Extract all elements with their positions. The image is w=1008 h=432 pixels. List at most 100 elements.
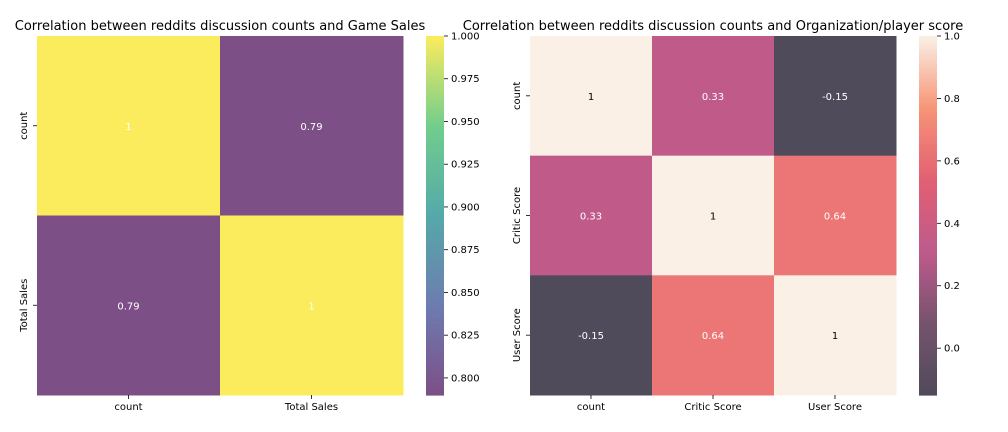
cell-label: 1: [832, 331, 838, 342]
colorbar-segment: [426, 131, 444, 136]
colorbar-segment: [919, 290, 937, 294]
colorbar-segment: [426, 80, 444, 85]
colorbar-segment: [919, 41, 937, 46]
colorbar-segment: [919, 260, 937, 264]
colorbar-segment: [919, 101, 937, 106]
colorbar-segment: [919, 317, 937, 321]
colorbar-segment: [919, 356, 937, 360]
colorbar-segment: [919, 371, 937, 375]
colorbar-segment: [919, 56, 937, 61]
colorbar-segment: [426, 155, 444, 160]
colorbar-segment: [919, 329, 937, 333]
colorbar-segment: [426, 323, 444, 327]
colorbar-segment: [919, 113, 937, 118]
colorbar-segment: [919, 386, 937, 390]
colorbar-segment: [426, 278, 444, 282]
colorbar-segment: [919, 239, 937, 244]
colorbar-segment: [426, 386, 444, 390]
colorbar-segment: [426, 149, 444, 154]
colorbar-segment: [426, 275, 444, 279]
colorbar-segment: [426, 299, 444, 303]
colorbar-segment: [919, 164, 937, 169]
colorbar-segment: [919, 104, 937, 109]
colorbar-segment: [919, 209, 937, 214]
colorbar-segment: [426, 122, 444, 127]
colorbar-segment: [919, 53, 937, 58]
heatmap-cell: [220, 215, 404, 396]
x-tick-label: count: [577, 402, 605, 413]
colorbar-segment: [919, 368, 937, 372]
colorbar-segment: [919, 392, 937, 396]
colorbar-segment: [919, 335, 937, 339]
colorbar-segment: [919, 65, 937, 70]
colorbar-tick-label: 0.0: [944, 344, 960, 355]
colorbar-segment: [426, 137, 444, 142]
y-tick-label: count: [19, 112, 30, 140]
cell-label: 0.79: [117, 301, 139, 312]
heatmap-cell: [652, 36, 775, 157]
colorbar-segment: [919, 203, 937, 208]
colorbar-segment: [426, 200, 444, 205]
colorbar-segment: [426, 191, 444, 196]
colorbar-segment: [919, 119, 937, 124]
colorbar-segment: [426, 215, 444, 220]
colorbar-segment: [426, 110, 444, 115]
colorbar-segment: [426, 203, 444, 208]
colorbar-segment: [919, 296, 937, 300]
colorbar-segment: [919, 212, 937, 217]
colorbar-segment: [426, 242, 444, 247]
colorbar-segment: [919, 287, 937, 291]
colorbar-segment: [426, 116, 444, 121]
colorbar-segment: [426, 53, 444, 58]
colorbar-segment: [919, 146, 937, 151]
colorbar-segment: [919, 305, 937, 309]
colorbar-segment: [919, 68, 937, 73]
colorbar-segment: [919, 191, 937, 196]
colorbar-segment: [426, 257, 444, 261]
colorbar-segment: [919, 95, 937, 100]
colorbar-segment: [919, 188, 937, 193]
colorbar-segment: [919, 359, 937, 363]
colorbar-segment: [426, 167, 444, 172]
colorbar-segment: [426, 245, 444, 250]
heatmap-cell: [220, 36, 404, 216]
colorbar-segment: [426, 281, 444, 285]
colorbar-segment: [919, 77, 937, 82]
cell-label: 0.33: [580, 212, 602, 223]
cell-label: 0.33: [702, 92, 724, 103]
heatmap-cell: [774, 155, 897, 276]
y-tick-label: User Score: [512, 308, 523, 362]
colorbar-segment: [426, 68, 444, 73]
y-tick-label: Total Sales: [19, 279, 30, 333]
colorbar-tick-label: 0.950: [451, 117, 480, 128]
colorbar-segment: [426, 224, 444, 229]
colorbar-segment: [919, 374, 937, 378]
heatmap-cell: [774, 275, 897, 396]
colorbar-segment: [919, 311, 937, 315]
colorbar-segment: [919, 230, 937, 235]
colorbar-segment: [919, 182, 937, 187]
colorbar-segment: [426, 251, 444, 255]
colorbar-segment: [426, 188, 444, 193]
colorbar-segment: [426, 41, 444, 46]
colorbar-segment: [919, 74, 937, 79]
colorbar-segment: [919, 179, 937, 184]
colorbar-segment: [426, 36, 444, 40]
colorbar-segment: [919, 134, 937, 139]
cell-label: -0.15: [578, 331, 604, 342]
colorbar-segment: [919, 38, 937, 43]
chart-title: Correlation between reddits discussion c…: [15, 19, 426, 34]
colorbar-segment: [919, 314, 937, 318]
colorbar-segment: [919, 89, 937, 94]
colorbar-segment: [919, 266, 937, 270]
colorbar-segment: [919, 140, 937, 145]
colorbar-segment: [426, 143, 444, 148]
colorbar-tick-label: 0.800: [451, 373, 480, 384]
colorbar-segment: [426, 374, 444, 378]
colorbar-segment: [919, 254, 937, 258]
colorbar-segment: [919, 107, 937, 112]
colorbar-segment: [919, 173, 937, 178]
colorbar-segment: [919, 236, 937, 241]
colorbar-tick-label: 0.2: [944, 281, 960, 292]
cell-label: 1: [710, 212, 716, 223]
